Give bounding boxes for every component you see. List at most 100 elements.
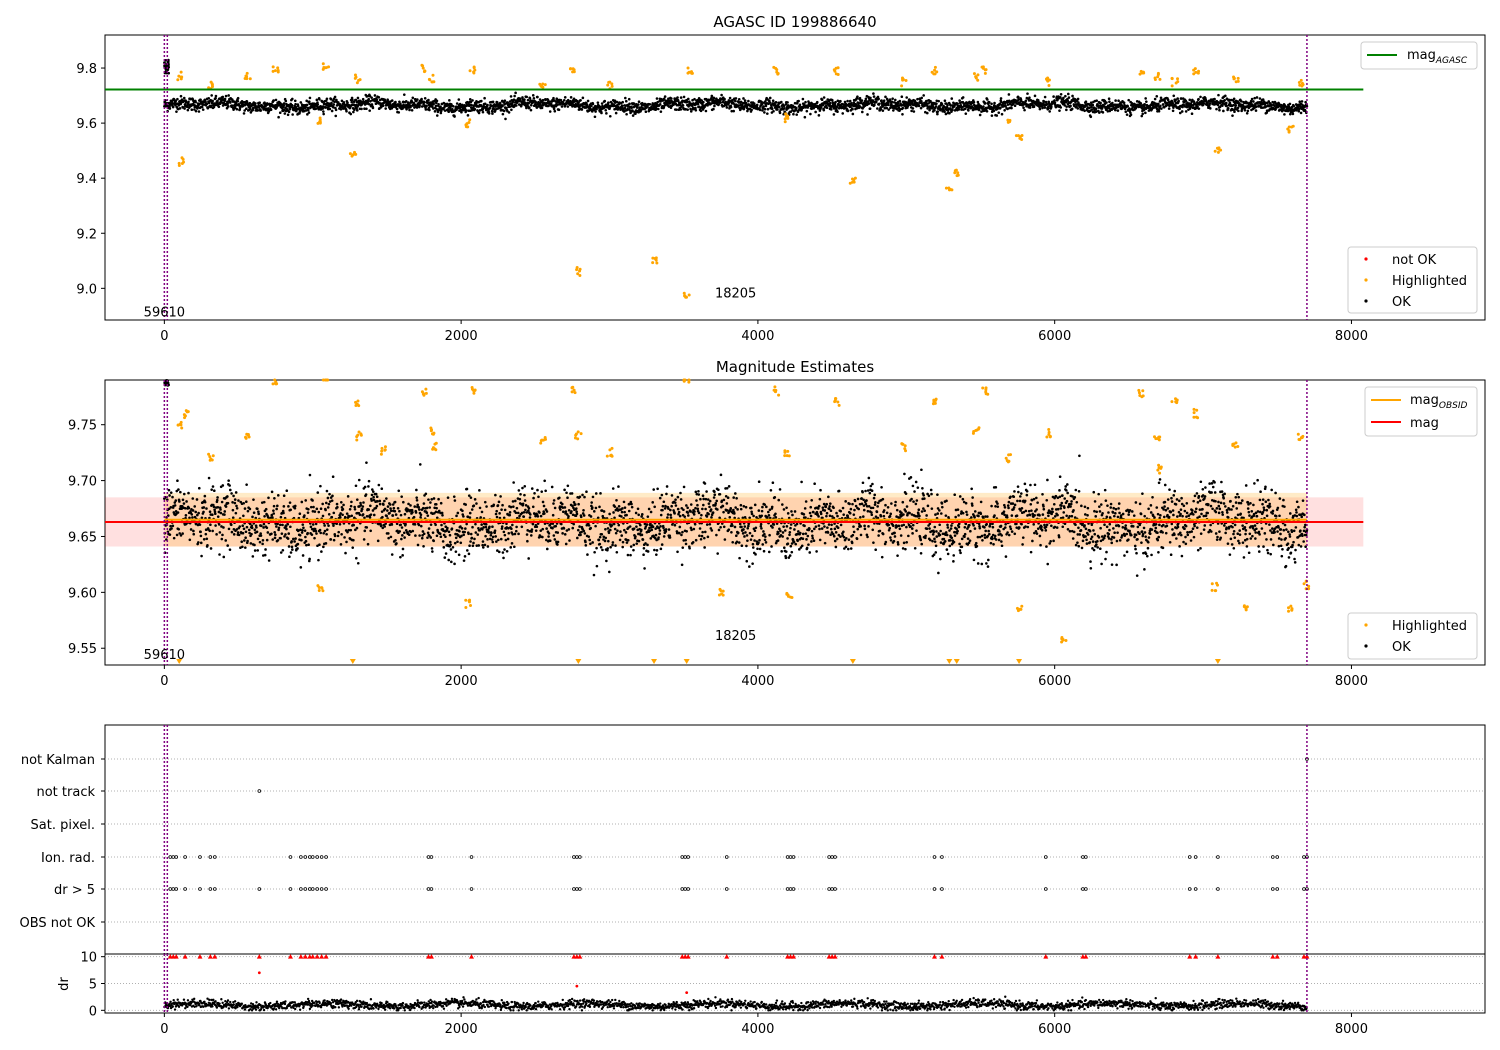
data-point-ok (381, 515, 384, 519)
data-point-ok (346, 101, 349, 104)
data-point-ok (389, 535, 393, 539)
data-point-ok (287, 110, 291, 114)
data-point-highlighted (774, 66, 778, 70)
data-point-ok (211, 99, 214, 103)
data-point-ok (208, 510, 212, 514)
data-point-ok (303, 529, 307, 532)
data-point-ok (399, 513, 403, 517)
data-point-ok (405, 107, 408, 111)
data-point-ok (434, 502, 438, 506)
data-point-ok (696, 102, 700, 106)
data-point-ok (346, 495, 350, 498)
data-point-ok (861, 110, 864, 114)
data-point-ok (442, 546, 446, 549)
data-point-ok (547, 104, 550, 108)
data-point-ok (386, 505, 390, 508)
data-point-ok (312, 505, 315, 509)
data-point-ok (478, 109, 482, 112)
data-point-ok (712, 97, 716, 100)
data-point-ok (340, 99, 344, 103)
data-point-ok (200, 105, 204, 109)
data-point-ok (432, 107, 435, 110)
data-point-ok (349, 112, 353, 116)
data-point-ok (434, 104, 438, 108)
data-point-ok (919, 106, 923, 110)
data-point-ok (432, 497, 436, 500)
data-point-ok (439, 111, 443, 115)
data-point-ok (1065, 108, 1068, 112)
data-point-ok (512, 98, 516, 101)
data-point-ok (369, 513, 373, 516)
data-point-ok (401, 534, 404, 537)
data-point-ok (361, 505, 365, 508)
data-point-ok (332, 511, 336, 515)
data-point-ok (734, 97, 738, 100)
data-point-ok (454, 550, 458, 553)
data-point-ok (1003, 108, 1006, 112)
data-point-highlighted (468, 69, 472, 73)
data-point-ok (280, 532, 284, 535)
data-point-highlighted (976, 78, 980, 82)
data-point-ok (309, 525, 313, 529)
data-point-ok (424, 108, 428, 111)
data-point-ok (375, 495, 379, 499)
data-point-ok (304, 539, 308, 543)
data-point-ok (480, 99, 483, 103)
data-point-ok (1258, 97, 1262, 100)
data-point-ok (1117, 99, 1120, 102)
data-point-ok (1283, 113, 1286, 116)
data-point-highlighted (610, 84, 614, 88)
data-point-ok (251, 555, 255, 558)
data-point-ok (176, 479, 179, 483)
data-point-highlighted (687, 293, 691, 297)
data-point-ok (328, 492, 331, 496)
data-point-ok (352, 110, 355, 114)
data-point-ok (499, 537, 503, 541)
data-point-ok (453, 499, 457, 502)
data-point-ok (443, 109, 447, 112)
data-point-ok (519, 492, 522, 496)
data-point-ok (209, 547, 213, 550)
data-point-ok (473, 107, 477, 111)
data-point-ok (621, 104, 624, 108)
data-point-ok (762, 105, 766, 108)
data-point-ok (324, 542, 328, 545)
data-point-ok (1028, 96, 1031, 100)
data-point-ok (365, 526, 369, 529)
data-point-ok (336, 505, 339, 509)
data-point-ok (539, 514, 543, 518)
data-point-ok (264, 507, 268, 511)
data-point-ok (323, 529, 327, 533)
data-point-ok (169, 524, 172, 528)
data-point-ok (369, 504, 372, 508)
data-point-ok (529, 513, 532, 516)
data-point-ok (1111, 101, 1114, 105)
data-point-ok (478, 506, 482, 510)
data-point-ok (315, 532, 318, 535)
data-point-ok (1240, 100, 1243, 103)
data-point-ok (786, 101, 789, 104)
data-point-ok (307, 543, 310, 547)
data-point-ok (184, 514, 188, 517)
data-point-ok (1291, 112, 1295, 116)
data-point-highlighted (468, 118, 472, 122)
data-point-ok (370, 493, 374, 497)
x-tick-label: 8000 (1335, 329, 1368, 344)
data-point-ok (999, 97, 1003, 100)
data-point-ok (682, 95, 686, 99)
data-point-ok (1069, 104, 1072, 108)
data-point-ok (398, 100, 401, 104)
data-point-ok (276, 504, 279, 508)
data-point-ok (774, 101, 778, 104)
data-point-highlighted (1046, 76, 1050, 80)
data-point-ok (552, 96, 555, 100)
data-point-ok (414, 511, 418, 514)
data-point-ok (758, 108, 762, 112)
data-point-ok (187, 103, 191, 106)
data-point-ok (933, 108, 936, 112)
data-point-ok (1213, 97, 1216, 101)
data-point-ok (394, 100, 397, 104)
data-point-ok (216, 99, 219, 103)
data-point-ok (676, 96, 679, 99)
